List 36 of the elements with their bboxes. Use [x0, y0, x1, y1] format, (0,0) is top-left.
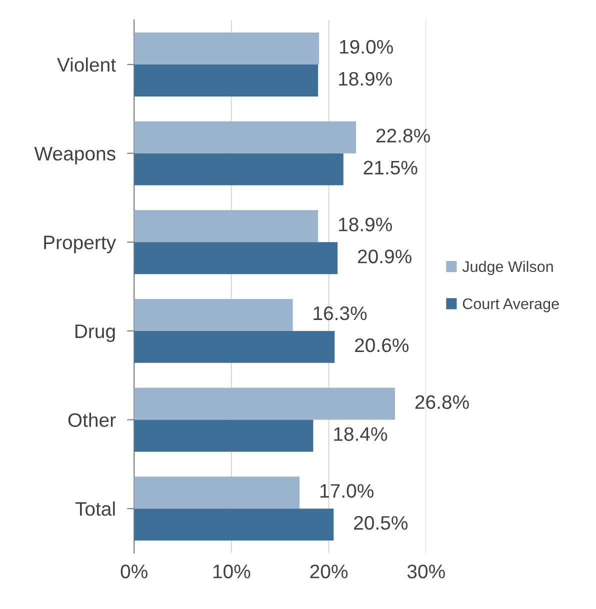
bar — [134, 153, 344, 186]
bar — [134, 330, 335, 363]
bar — [134, 420, 314, 452]
bar — [134, 32, 320, 65]
y-tick-label: Property — [44, 236, 116, 254]
x-tick-label: 30% — [407, 564, 445, 578]
bar — [134, 298, 293, 331]
legend-label: Court Average — [462, 298, 559, 312]
x-tick-label: 20% — [310, 564, 348, 578]
y-tick-label: Weapons — [34, 146, 116, 164]
data-label: 17.0% — [320, 484, 374, 498]
legend-label: Judge Wilson — [462, 260, 553, 276]
bar — [134, 121, 356, 154]
data-label: 26.8% — [415, 395, 469, 409]
y-tick-label: Violent — [57, 57, 116, 72]
data-label: 19.0% — [340, 40, 393, 54]
data-label: 18.9% — [339, 218, 392, 232]
data-label: 21.5% — [364, 160, 418, 175]
data-label: 20.5% — [354, 516, 408, 530]
data-label: 18.9% — [339, 72, 392, 86]
data-label: 22.8% — [376, 128, 430, 143]
bar — [134, 210, 318, 242]
data-label: 20.6% — [355, 338, 409, 352]
data-label: 16.3% — [314, 306, 367, 320]
y-tick-label: Total — [75, 502, 115, 516]
x-tick-label: 0% — [120, 564, 148, 578]
bar — [134, 242, 338, 274]
bar — [134, 64, 318, 96]
x-tick-label: 10% — [213, 564, 250, 578]
y-tick-label: Other — [68, 412, 116, 427]
data-label: 18.4% — [334, 427, 388, 441]
bar — [134, 388, 395, 420]
y-tick-label: Drug — [75, 324, 115, 342]
bar — [134, 508, 334, 541]
bar — [134, 476, 300, 509]
data-label: 20.9% — [358, 250, 412, 264]
